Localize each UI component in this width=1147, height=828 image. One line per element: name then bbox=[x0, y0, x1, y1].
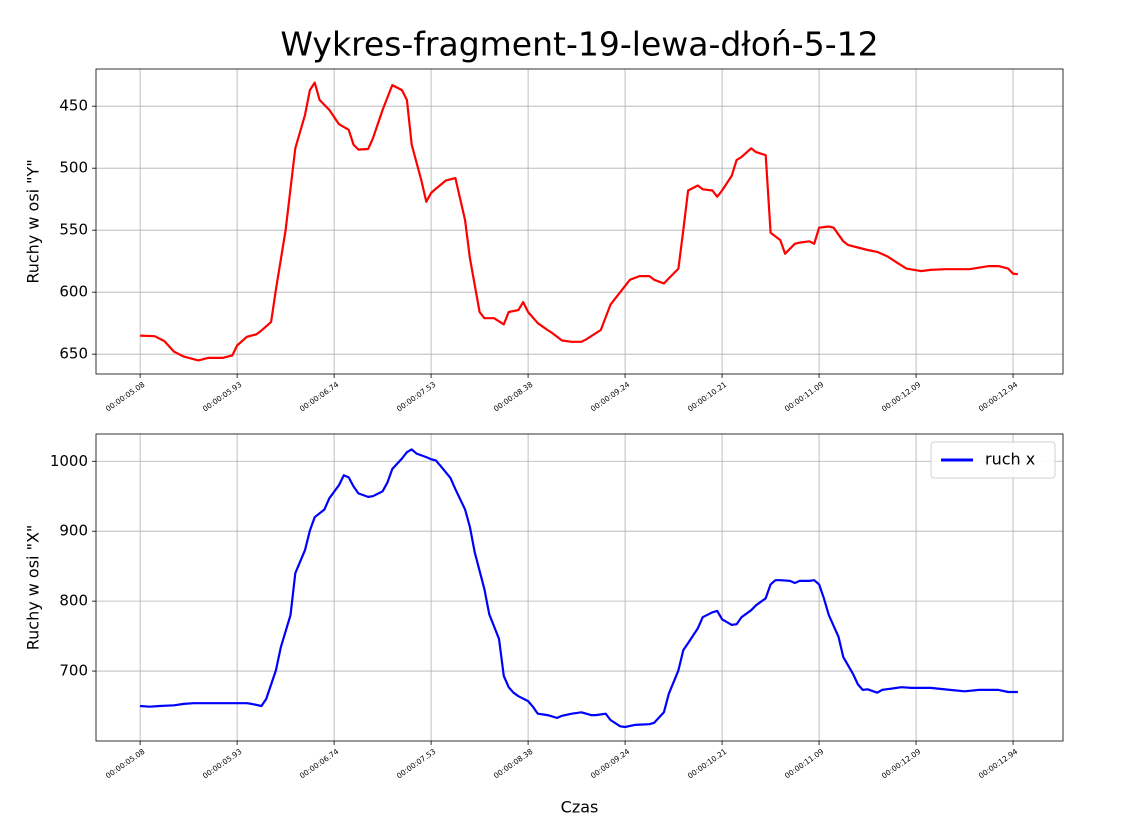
y-tick-label: 900 bbox=[59, 522, 88, 540]
x-tick-label: 00:00:07.53 bbox=[395, 380, 438, 414]
x-tick-label: 00:00:08.38 bbox=[492, 747, 535, 781]
x-tick-label: 00:00:12.94 bbox=[977, 747, 1020, 781]
x-tick-label: 00:00:05.93 bbox=[201, 747, 244, 781]
data-line bbox=[140, 448, 1018, 729]
x-tick-label: 00:00:06.74 bbox=[298, 747, 341, 781]
data-line bbox=[140, 81, 1019, 362]
x-tick-label: 00:00:08.38 bbox=[492, 380, 535, 414]
plot-frame bbox=[95, 68, 1064, 375]
y-axis-label: Ruchy w osi "X" bbox=[24, 525, 43, 651]
chart-title: Wykres-fragment-19-lewa-dłoń-5-12 bbox=[280, 25, 878, 64]
x-tick-label: 00:00:06.74 bbox=[298, 380, 341, 414]
x-tick-label: 00:00:05.08 bbox=[104, 380, 147, 414]
y-tick-label: 1000 bbox=[50, 452, 88, 470]
x-tick-label: 00:00:07.53 bbox=[395, 747, 438, 781]
x-tick-label: 00:00:10.21 bbox=[686, 747, 729, 781]
y-tick-label: 800 bbox=[59, 592, 88, 610]
x-tick-label: 00:00:11.09 bbox=[783, 380, 826, 414]
legend: ruch x bbox=[930, 441, 1056, 479]
x-tick-label: 00:00:05.93 bbox=[201, 380, 244, 414]
x-tick-label: 00:00:09.24 bbox=[589, 747, 632, 781]
x-tick-label: 00:00:12.09 bbox=[880, 380, 923, 414]
x-tick-label: 00:00:12.09 bbox=[880, 747, 923, 781]
y-axis-label: Ruchy w osi "Y" bbox=[24, 159, 43, 283]
y-tick-label: 600 bbox=[59, 283, 88, 301]
y-tick-label: 500 bbox=[59, 159, 88, 177]
legend-box bbox=[930, 441, 1056, 479]
y-tick-label: 550 bbox=[59, 221, 88, 239]
plot-frame bbox=[95, 433, 1064, 742]
y-tick-label: 700 bbox=[59, 662, 88, 680]
x-tick-label: 00:00:10.21 bbox=[686, 380, 729, 414]
x-tick-label: 00:00:09.24 bbox=[589, 380, 632, 414]
x-tick-label: 00:00:12.94 bbox=[977, 380, 1020, 414]
legend-label: ruch x bbox=[985, 450, 1035, 469]
x-tick-label: 00:00:11.09 bbox=[783, 747, 826, 781]
y-tick-label: 650 bbox=[59, 345, 88, 363]
x-axis-label: Czas bbox=[561, 798, 599, 817]
y-tick-label: 450 bbox=[59, 97, 88, 115]
x-tick-label: 00:00:05.08 bbox=[104, 747, 147, 781]
